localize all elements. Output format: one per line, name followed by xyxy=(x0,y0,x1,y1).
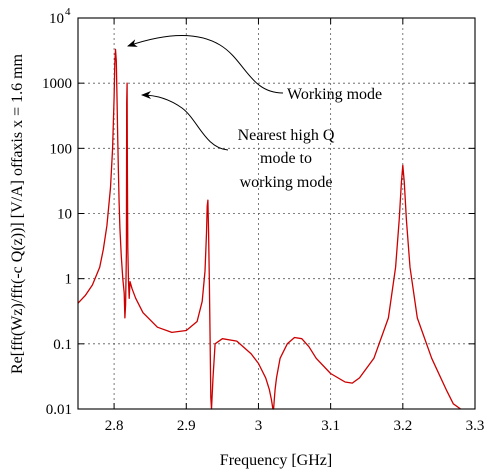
annotation-arrow-nearest-mode xyxy=(141,91,229,151)
plot-frame xyxy=(77,17,476,410)
annotation-arrow-working-mode xyxy=(127,35,284,94)
x-tick-label: 3.2 xyxy=(393,418,412,434)
axis-ticks xyxy=(78,17,476,410)
y-tick-label: 1 xyxy=(65,272,73,288)
x-tick-label: 2.8 xyxy=(105,418,124,434)
annotation-nearest-mode: Nearest high Q mode to working mode xyxy=(141,91,335,191)
x-axis-label: Frequency [GHz] xyxy=(220,452,332,469)
y-tick-exponent: 4 xyxy=(65,6,71,18)
y-tick-label: 100 xyxy=(50,141,73,157)
y-tick-label: 0.01 xyxy=(46,402,72,418)
annotation-working-mode: Working mode xyxy=(127,35,382,103)
x-tick-label: 3.3 xyxy=(466,418,485,434)
grid-lines xyxy=(78,18,475,409)
annotation-text-nearest-line-2: mode to xyxy=(260,150,312,167)
x-tick-label: 3 xyxy=(255,418,263,434)
x-tick-label: 3.1 xyxy=(321,418,340,434)
y-tick-label: 1000 xyxy=(42,76,72,92)
annotation-text-working-mode: Working mode xyxy=(287,86,382,103)
y-tick-label: 0.1 xyxy=(53,337,72,353)
x-tick-label: 2.9 xyxy=(177,418,196,434)
y-tick-label: 10 xyxy=(49,11,64,27)
series-line-0 xyxy=(77,48,461,410)
annotation-text-nearest-line-3: working mode xyxy=(240,174,333,191)
y-axis-label: Re[fft(Wz)/fft(-c Q(z))] [V/A] offaxis x… xyxy=(9,53,26,374)
y-tick-label: 10 xyxy=(57,207,72,223)
annotation-text-nearest-line-1: Nearest high Q xyxy=(238,127,335,144)
series-layer xyxy=(77,48,461,410)
